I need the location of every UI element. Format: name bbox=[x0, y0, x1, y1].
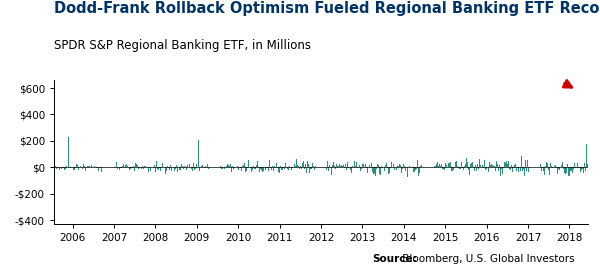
Text: Dodd-Frank Rollback Optimism Fueled Regional Banking ETF Record Daily Inflows: Dodd-Frank Rollback Optimism Fueled Regi… bbox=[54, 1, 600, 16]
Text: SPDR S&P Regional Banking ETF, in Millions: SPDR S&P Regional Banking ETF, in Millio… bbox=[54, 39, 311, 52]
Text: Bloomberg, U.S. Global Investors: Bloomberg, U.S. Global Investors bbox=[399, 254, 575, 264]
Text: Source:: Source: bbox=[372, 254, 417, 264]
